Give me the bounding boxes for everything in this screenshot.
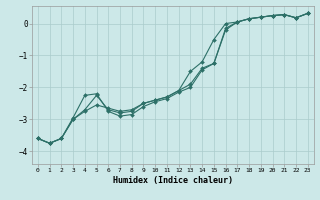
X-axis label: Humidex (Indice chaleur): Humidex (Indice chaleur) bbox=[113, 176, 233, 185]
